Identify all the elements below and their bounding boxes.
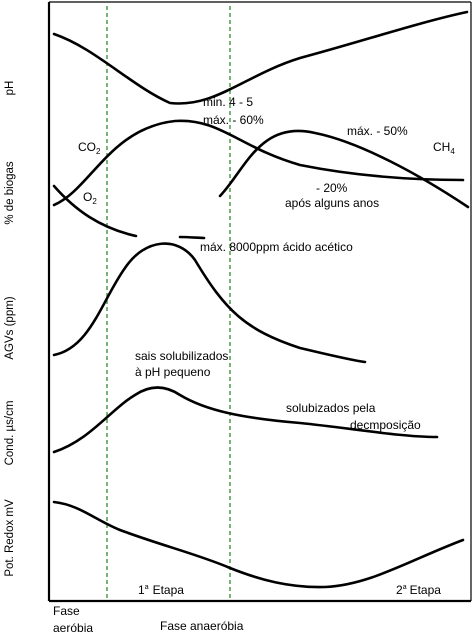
annotation-ph-min: min. 4 - 5	[203, 95, 253, 109]
ylabel-conductivity: Cond. µs/cm	[4, 401, 16, 466]
annotation-solub-line1: solubizados pela	[286, 401, 376, 415]
agv-curve	[52, 242, 367, 364]
xlabel-aerobic-line2: aeróbia	[53, 621, 93, 635]
ylabel-biogas: % de biogas	[4, 161, 16, 225]
ylabel-redox: Pot. Redox mV	[4, 499, 16, 577]
label-o2-subscript: 2	[92, 197, 97, 206]
annotation-salts-line1: sais solubilizados	[135, 349, 228, 363]
label-co2-subscript: 2	[96, 147, 101, 156]
annotation-co2-max: máx. - 60%	[203, 113, 264, 127]
label-o2: O2	[83, 190, 97, 206]
xlabel-anaerobic: Fase anaeróbia	[160, 619, 244, 633]
xlabel-aerobic-line1: Fase	[53, 604, 80, 618]
annotation-solub-line2: decmposição	[350, 418, 421, 432]
label-etapa-2-superscript: a	[403, 584, 407, 591]
annotation-agv-max: máx. 8000ppm ácido acético	[200, 240, 353, 254]
annotation-ch4-max: máx. - 50%	[347, 124, 408, 138]
label-ch4: CH4	[433, 140, 455, 156]
co2-curve	[52, 119, 465, 207]
annotation-salts-line2: à pH pequeno	[135, 365, 211, 379]
ylabel-ph: pH	[4, 81, 16, 96]
label-co2: CO2	[78, 140, 101, 156]
o2-curve-tail	[178, 235, 206, 240]
annotation-co2-20: - 20%	[316, 181, 348, 195]
label-etapa-1: 1a Etapa	[138, 583, 184, 597]
label-etapa-2: 2a Etapa	[396, 583, 441, 597]
ph-curve	[52, 10, 469, 105]
conductivity-curve	[52, 386, 439, 454]
ylabel-agv: AGVs (ppm)	[4, 296, 16, 359]
annotation-after-years: após alguns anos	[285, 196, 379, 210]
label-ch4-subscript: 4	[450, 147, 455, 156]
ch4-curve	[218, 129, 470, 209]
redox-curve	[52, 500, 465, 589]
label-etapa-1-superscript: a	[145, 584, 149, 591]
o2-curve	[52, 184, 138, 238]
